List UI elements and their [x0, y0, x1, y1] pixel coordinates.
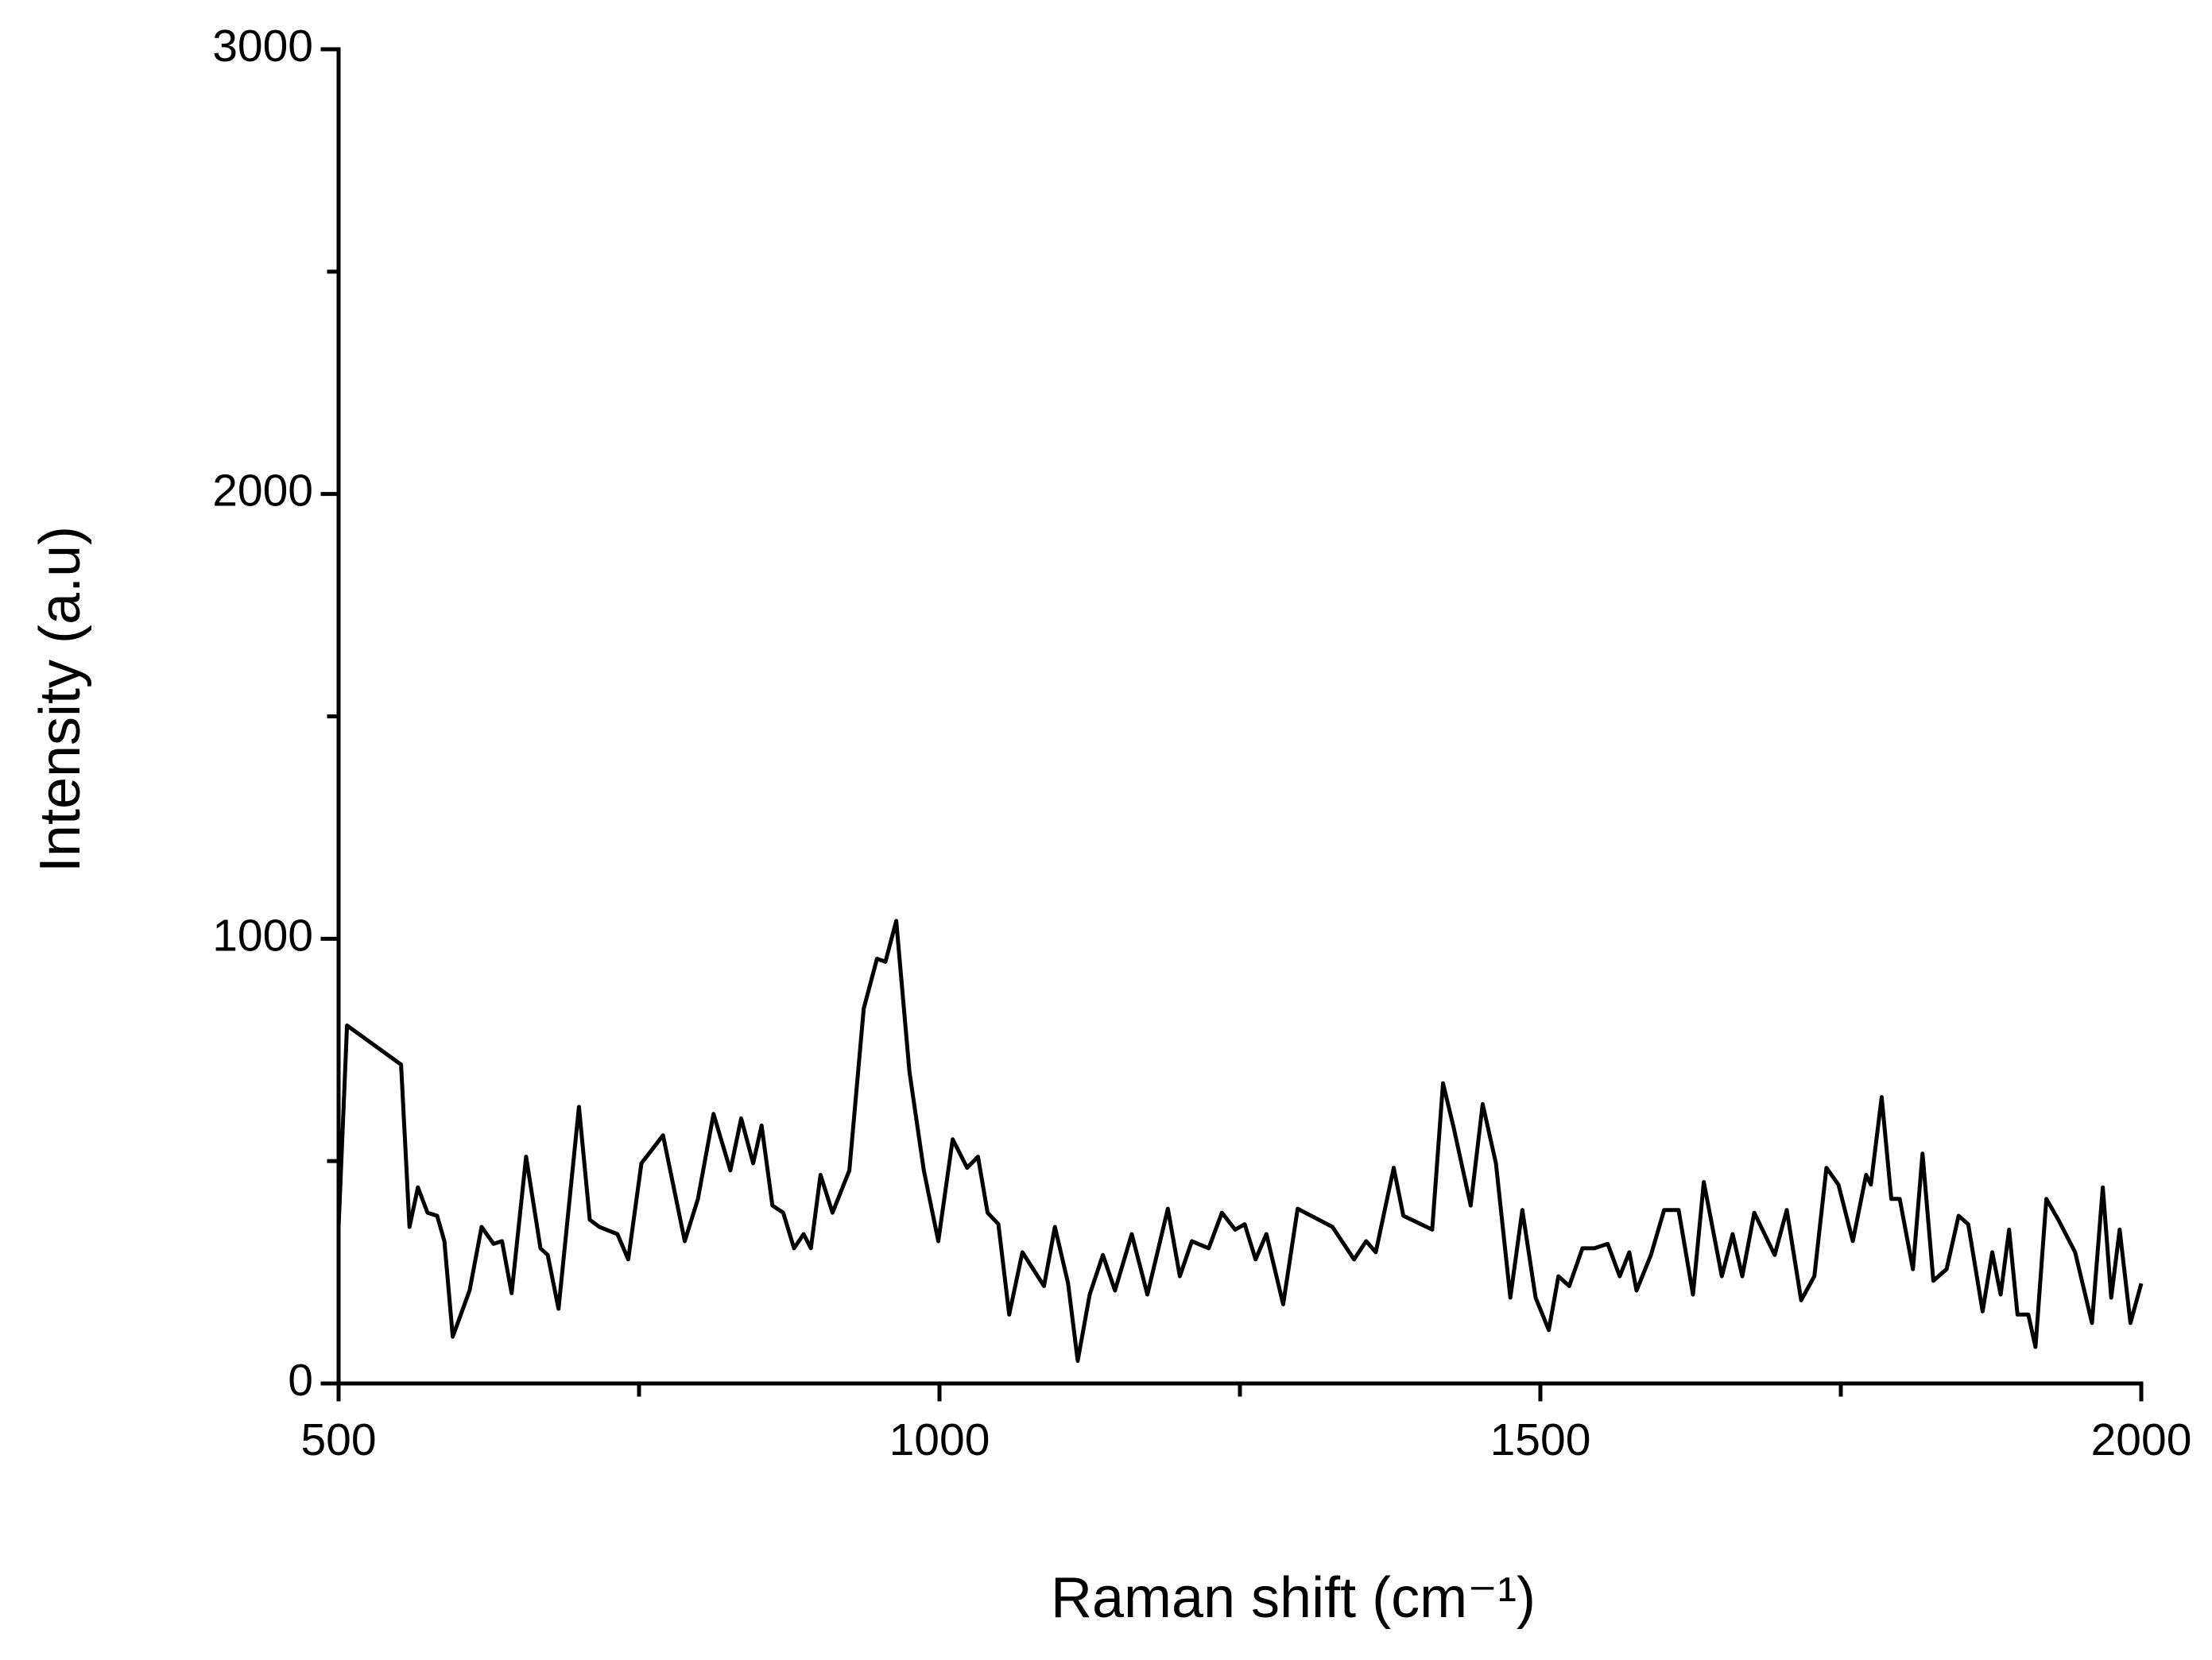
y-tick-label: 3000 — [212, 21, 313, 72]
x-tick-label: 2000 — [2091, 1414, 2192, 1465]
y-tick-label: 1000 — [212, 910, 313, 961]
y-tick-label: 2000 — [212, 466, 313, 517]
y-tick-label: 0 — [288, 1355, 313, 1406]
spectrum-line — [336, 919, 2144, 1363]
x-tick-label: 500 — [300, 1414, 376, 1465]
x-tick-label: 1500 — [1490, 1414, 1591, 1465]
x-tick-label: 1000 — [889, 1414, 990, 1465]
y-axis-label: Intensity (a.u) — [29, 526, 92, 873]
x-axis-label: Raman shift (cm⁻¹) — [1051, 1566, 1536, 1630]
